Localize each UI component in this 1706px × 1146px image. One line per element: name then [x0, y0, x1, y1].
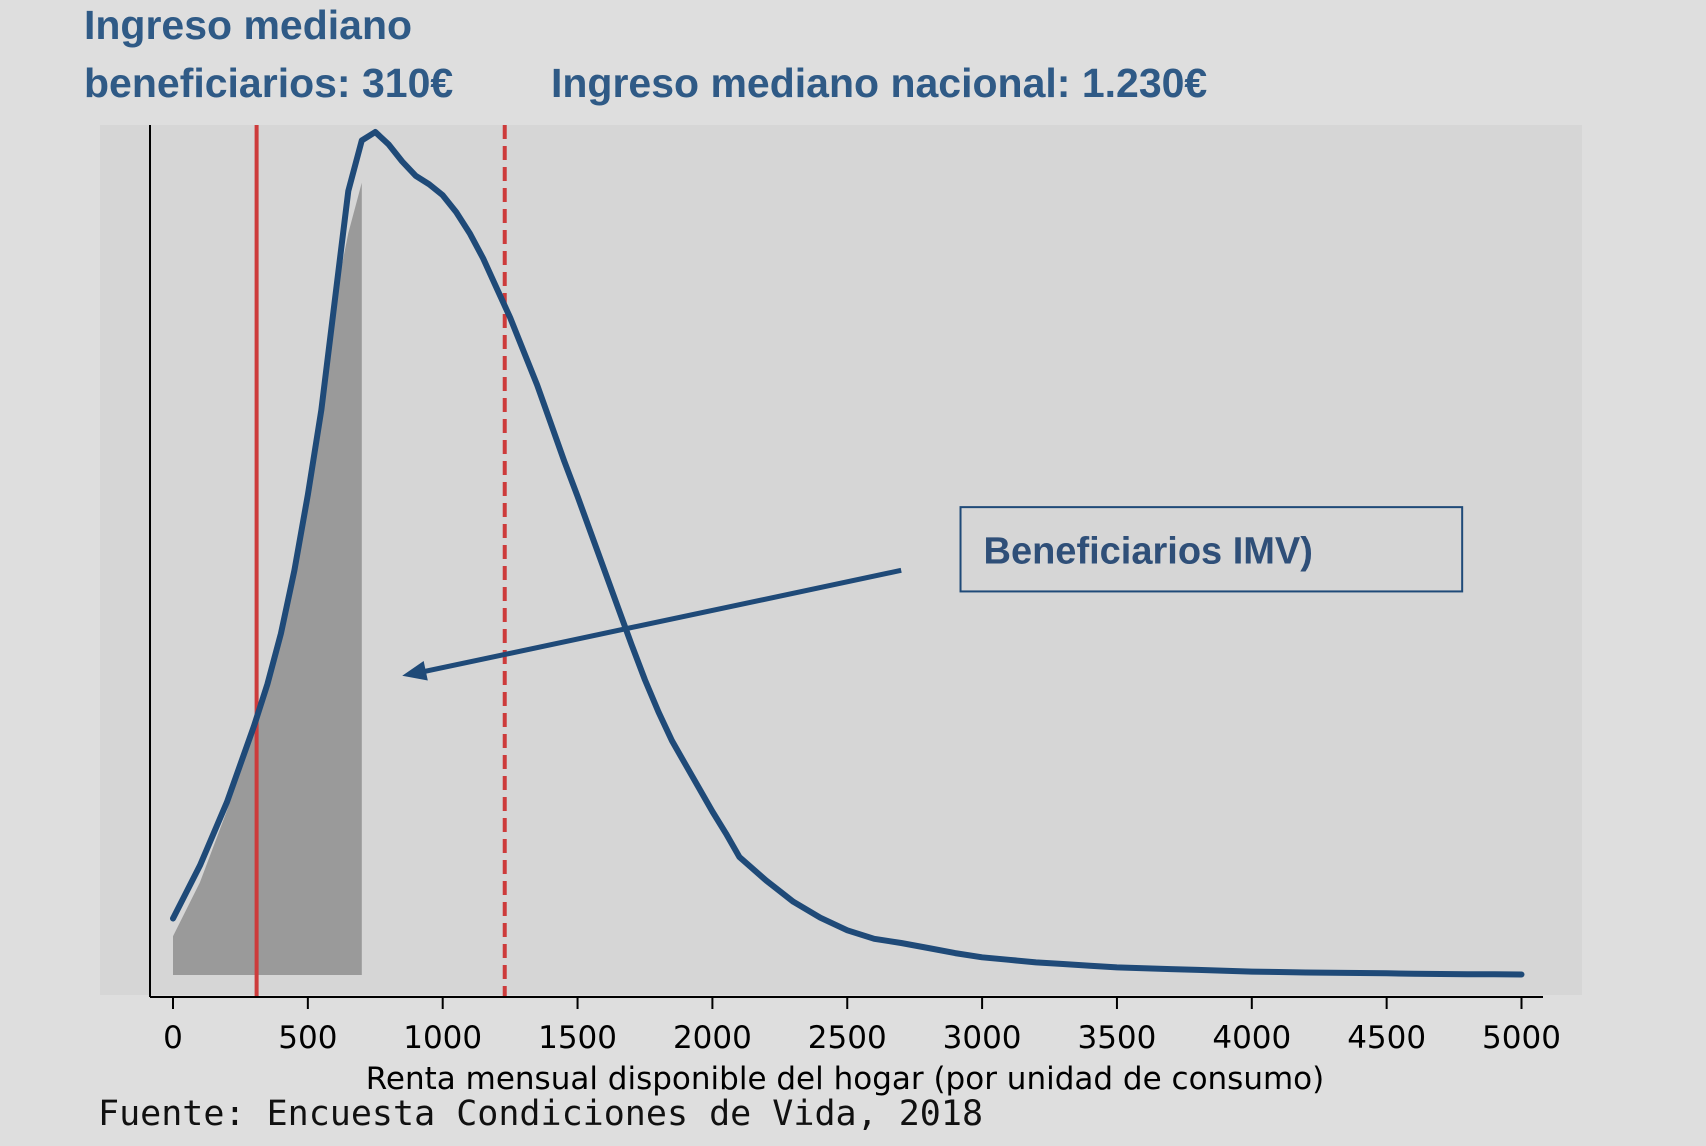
x-axis-title: Renta mensual disponible del hogar (por …: [366, 1061, 1325, 1097]
pointer-arrow-head: [402, 660, 428, 681]
x-tick-label-1500: 1500: [538, 1020, 617, 1056]
beneficiarios-median-label-line2: beneficiarios: 310€: [84, 60, 454, 106]
annotation-box: [959, 506, 1464, 593]
x-tick-label-0: 0: [163, 1020, 183, 1056]
density-curve: [170, 129, 1525, 978]
national-median-label: Ingreso mediano nacional: 1.230€: [551, 60, 1208, 106]
x-tick-label-2500: 2500: [808, 1020, 887, 1056]
x-tick-label-5000: 5000: [1482, 1020, 1561, 1056]
x-tick-label-4500: 4500: [1347, 1020, 1426, 1056]
beneficiaries-shaded-area: [173, 182, 362, 975]
x-tick-label-4000: 4000: [1212, 1020, 1291, 1056]
annotation-label: Beneficiarios IMV): [984, 530, 1313, 572]
x-tick-label-500: 500: [278, 1020, 337, 1056]
beneficiarios-median-label-line1: Ingreso mediano: [84, 2, 413, 48]
x-tick-label-3000: 3000: [943, 1020, 1022, 1056]
x-tick-label-3500: 3500: [1077, 1020, 1156, 1056]
x-tick-label-1000: 1000: [403, 1020, 482, 1056]
source-note: Fuente: Encuesta Condiciones de Vida, 20…: [98, 1094, 984, 1134]
x-tick-label-2000: 2000: [673, 1020, 752, 1056]
pointer-arrow-line: [415, 567, 902, 676]
